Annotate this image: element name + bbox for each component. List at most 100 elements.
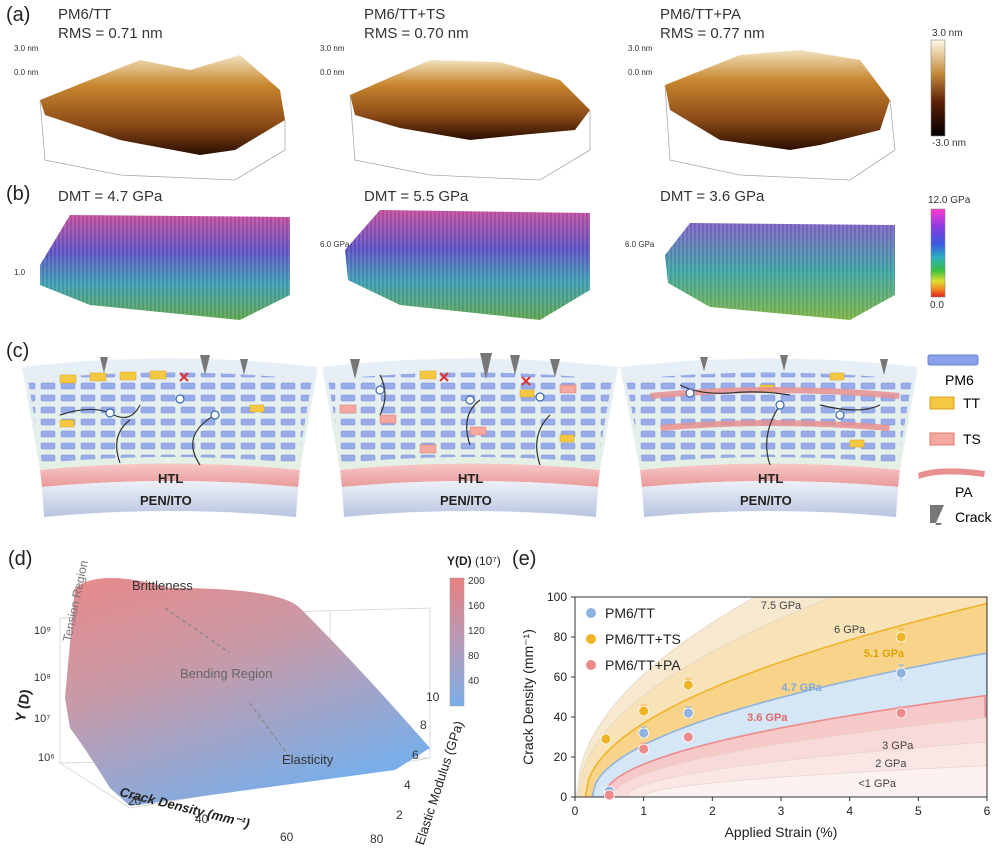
panel-b-label: (b) — [6, 183, 31, 205]
panel-e-label: (e) — [512, 548, 537, 570]
htl-label-1: HTL — [158, 471, 183, 486]
afm-surface-2 — [349, 60, 591, 181]
afm-z-top-2: 3.0 nm — [320, 44, 345, 53]
dmt-z-top-3: 6.0 GPa — [625, 240, 655, 249]
height-cbar-top: 3.0 nm — [932, 28, 963, 39]
d-x-20: 20 — [128, 794, 142, 808]
legend-marker — [586, 608, 596, 618]
data-point[interactable] — [638, 705, 650, 717]
d-z-1e6: 10⁶ — [38, 752, 55, 764]
pen-label-3: PEN/ITO — [740, 493, 792, 508]
yd-cbar-120: 120 — [468, 626, 485, 637]
legend-marker — [586, 634, 596, 644]
x-tick-label: 0 — [572, 804, 579, 818]
afm-surface-1 — [39, 55, 286, 181]
sample-a3-name: PM6/TT+PA — [660, 6, 741, 23]
legend-pa: PA — [955, 484, 973, 500]
schematic-1 — [22, 358, 318, 517]
x-tick-label: 5 — [915, 804, 922, 818]
legend-label: PM6/TT — [605, 605, 655, 621]
panel-c-label: (c) — [6, 340, 30, 362]
data-point[interactable] — [682, 679, 694, 691]
yd-cbar-160: 160 — [468, 601, 485, 612]
y-axis-label: Crack Density (mm⁻¹) — [520, 629, 536, 765]
data-point[interactable] — [638, 743, 650, 755]
d-z-1e7: 10⁷ — [34, 713, 51, 725]
elasticity-label: Elasticity — [282, 752, 334, 767]
x-tick-label: 4 — [846, 804, 853, 818]
d-y-6: 6 — [412, 748, 419, 762]
pm6-legend-icon — [927, 354, 979, 366]
panel-a-label: (a) — [6, 4, 31, 26]
d-y-8: 8 — [420, 718, 427, 732]
legend-marker — [586, 660, 596, 670]
yd-surface — [65, 578, 430, 806]
tt-blocks — [59, 370, 865, 448]
dmt-modulus-surfaces — [40, 208, 946, 320]
legend-tt: TT — [963, 395, 981, 411]
afm-z-mid-3: 0.0 nm — [628, 68, 653, 77]
y-tick-label: 0 — [560, 790, 567, 804]
dmt-surface-2 — [345, 210, 590, 320]
x-axis-label: Applied Strain (%) — [725, 824, 838, 840]
pen-label-2: PEN/ITO — [440, 493, 492, 508]
x-tick-label: 3 — [778, 804, 785, 818]
legend-crack: Crack — [955, 509, 993, 525]
curve-label: 7.5 GPa — [761, 600, 802, 612]
y-tick-label: 80 — [554, 630, 568, 644]
x-tick-label: 6 — [984, 804, 991, 818]
blocked-marks — [179, 372, 531, 386]
d-x-80: 80 — [370, 832, 384, 846]
yd-cbar-200: 200 — [468, 576, 485, 587]
x-tick-label: 2 — [709, 804, 716, 818]
data-point[interactable] — [895, 707, 907, 719]
data-point[interactable] — [895, 631, 907, 643]
curve-label: 6 GPa — [834, 624, 866, 636]
afm-z-mid-2: 0.0 nm — [320, 68, 345, 77]
data-point[interactable] — [895, 667, 907, 679]
d-y-4: 4 — [404, 778, 411, 792]
d-y-2: 2 — [396, 808, 403, 822]
tt-legend-icon — [929, 396, 955, 410]
curve-label: 4.7 GPa — [781, 682, 822, 694]
dmt-z-top-2: 6.0 GPa — [320, 240, 350, 249]
crack-legend-icon — [930, 505, 944, 525]
x-tick-label: 1 — [640, 804, 647, 818]
yd-cbar-name: Y(D) — [447, 554, 472, 568]
y-tick-label: 20 — [554, 750, 568, 764]
data-point[interactable] — [603, 789, 615, 801]
dmt-2: DMT = 5.5 GPa — [364, 188, 469, 205]
data-point[interactable] — [682, 707, 694, 719]
afm-surface-3 — [664, 50, 896, 181]
afm-z-mid-1: 0.0 nm — [14, 68, 39, 77]
curve-label: 3 GPa — [882, 740, 914, 752]
schematic-2 — [322, 358, 618, 517]
dmt-cbar-top: 12.0 GPa — [928, 195, 971, 206]
afm-z-top-1: 3.0 nm — [14, 44, 39, 53]
data-point[interactable] — [638, 727, 650, 739]
modulus-band — [643, 765, 987, 797]
bending-arrow — [164, 607, 231, 654]
sample-a1-rms: RMS = 0.71 nm — [58, 25, 163, 42]
curve-label: 3.6 GPa — [747, 712, 788, 724]
y-tick-label: 100 — [547, 590, 567, 604]
layer-schematics: HTL PEN/ITO HTL PEN/ITO HTL PEN/ITO PM6 … — [22, 353, 993, 525]
elasticity-arrow — [249, 702, 291, 759]
y-tick-label: 40 — [554, 710, 568, 724]
afm-z-top-3: 3.0 nm — [628, 44, 653, 53]
height-cbar-bottom: -3.0 nm — [932, 138, 966, 149]
yd-cbar-unit: (10⁷) — [475, 554, 501, 568]
d-y-10: 10 — [426, 690, 440, 704]
data-point[interactable] — [600, 733, 612, 745]
schematic-legend — [918, 354, 985, 525]
dmt-surface-3 — [665, 223, 895, 320]
yd-cbar-40: 40 — [468, 676, 480, 687]
ts-blocks — [339, 384, 577, 454]
data-point[interactable] — [682, 731, 694, 743]
dmt-3: DMT = 3.6 GPa — [660, 188, 765, 205]
sample-a3-rms: RMS = 0.77 nm — [660, 25, 765, 42]
crack-marks — [100, 353, 888, 379]
sample-a1-name: PM6/TT — [58, 6, 112, 23]
yd-cbar-title: Y(D) (10⁷) — [447, 554, 501, 568]
